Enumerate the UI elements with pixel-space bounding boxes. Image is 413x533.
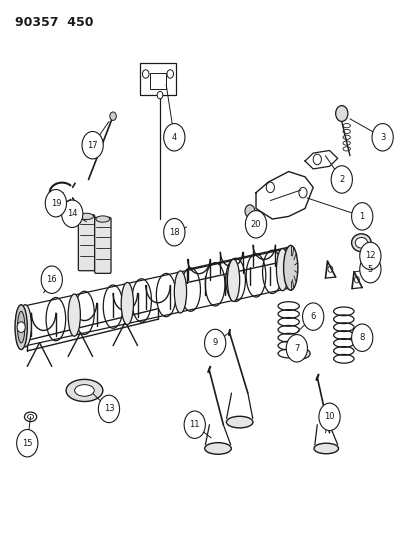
Bar xyxy=(139,63,176,95)
Ellipse shape xyxy=(313,443,338,454)
Circle shape xyxy=(371,124,392,151)
Ellipse shape xyxy=(79,213,93,220)
Ellipse shape xyxy=(283,245,297,290)
Ellipse shape xyxy=(17,311,25,343)
Circle shape xyxy=(359,255,380,283)
Circle shape xyxy=(17,322,25,333)
Text: 6: 6 xyxy=(310,312,315,321)
Circle shape xyxy=(204,329,225,357)
Circle shape xyxy=(163,219,185,246)
Circle shape xyxy=(351,324,372,351)
Text: 8: 8 xyxy=(358,333,364,342)
Ellipse shape xyxy=(204,443,231,454)
Ellipse shape xyxy=(227,259,239,302)
Ellipse shape xyxy=(15,305,27,350)
Circle shape xyxy=(285,335,307,362)
Circle shape xyxy=(163,124,185,151)
Text: 7: 7 xyxy=(294,344,299,353)
Circle shape xyxy=(359,242,380,270)
Text: 1: 1 xyxy=(359,212,364,221)
Ellipse shape xyxy=(74,385,94,396)
Circle shape xyxy=(45,190,66,217)
Ellipse shape xyxy=(354,238,367,248)
Text: 15: 15 xyxy=(22,439,33,448)
Ellipse shape xyxy=(174,271,186,313)
Text: 9: 9 xyxy=(212,338,217,348)
Ellipse shape xyxy=(66,379,102,401)
Circle shape xyxy=(330,166,351,193)
Circle shape xyxy=(41,266,62,293)
Circle shape xyxy=(184,411,205,439)
Text: 17: 17 xyxy=(87,141,98,150)
Text: 16: 16 xyxy=(46,275,57,284)
Text: 4: 4 xyxy=(171,133,176,142)
Text: 13: 13 xyxy=(103,405,114,414)
Circle shape xyxy=(82,132,103,159)
Text: 3: 3 xyxy=(379,133,385,142)
Text: 10: 10 xyxy=(323,413,334,421)
Circle shape xyxy=(17,430,38,457)
Circle shape xyxy=(98,395,119,423)
Ellipse shape xyxy=(226,416,252,428)
FancyBboxPatch shape xyxy=(78,215,95,271)
Ellipse shape xyxy=(19,305,31,347)
FancyBboxPatch shape xyxy=(95,217,111,273)
Text: 90357  450: 90357 450 xyxy=(15,16,93,29)
Text: 14: 14 xyxy=(67,209,77,218)
Text: 19: 19 xyxy=(50,199,61,208)
Ellipse shape xyxy=(96,216,109,222)
Circle shape xyxy=(62,200,83,228)
Bar xyxy=(150,73,166,89)
Circle shape xyxy=(302,303,323,330)
Text: 5: 5 xyxy=(367,265,372,273)
Text: 2: 2 xyxy=(338,175,344,184)
Ellipse shape xyxy=(287,348,309,359)
Ellipse shape xyxy=(276,248,288,290)
Circle shape xyxy=(244,205,254,217)
Ellipse shape xyxy=(121,282,133,325)
Text: 18: 18 xyxy=(169,228,179,237)
Circle shape xyxy=(157,91,162,99)
Ellipse shape xyxy=(68,294,80,336)
Circle shape xyxy=(109,112,116,120)
Text: 20: 20 xyxy=(250,220,261,229)
Ellipse shape xyxy=(351,234,370,252)
Circle shape xyxy=(335,106,347,122)
Text: 12: 12 xyxy=(364,252,375,261)
Circle shape xyxy=(245,211,266,238)
Ellipse shape xyxy=(292,350,304,357)
Circle shape xyxy=(351,203,372,230)
Circle shape xyxy=(318,403,339,431)
Text: 11: 11 xyxy=(189,420,199,429)
